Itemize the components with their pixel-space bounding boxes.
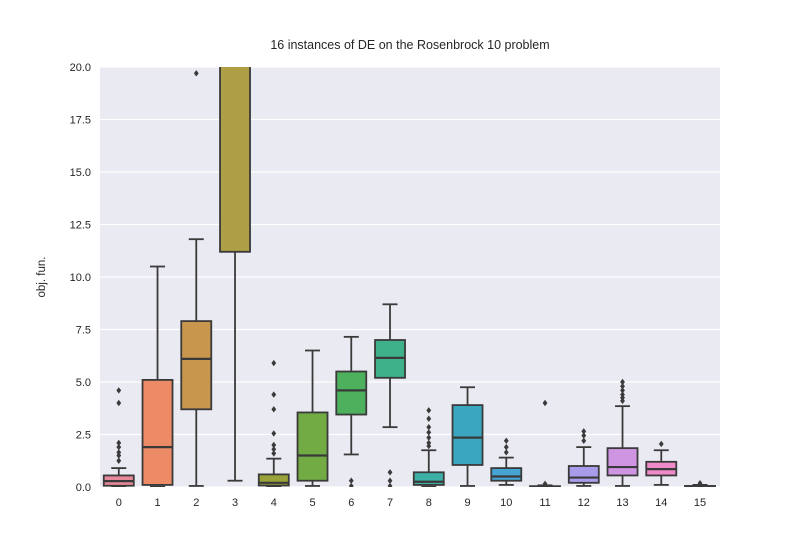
outlier-marker: [116, 457, 122, 464]
x-tick-label-3: 3: [232, 497, 238, 509]
outlier-marker: [581, 437, 587, 444]
outlier-marker: [581, 428, 587, 435]
box-group-3: [219, 67, 251, 482]
y-tick-label-7.5: 7.5: [76, 325, 91, 337]
box-group-13: [606, 378, 639, 487]
x-tick-label-10: 10: [500, 497, 512, 509]
chart-title: 16 instances of DE on the Rosenbrock 10 …: [270, 38, 550, 52]
outlier-marker: [348, 477, 354, 484]
outlier-marker: [426, 439, 432, 447]
x-tick-label-6: 6: [348, 497, 354, 509]
outlier-marker: [620, 383, 625, 390]
iqr-box: [257, 473, 290, 487]
box-group-12: [567, 428, 600, 487]
box-group-14: [645, 440, 678, 486]
outlier-marker: [658, 440, 664, 448]
outlier-marker: [387, 477, 393, 484]
outlier-marker: [271, 441, 277, 449]
x-tick-label-4: 4: [271, 497, 277, 509]
box-group-1: [141, 265, 174, 487]
outlier-marker: [697, 480, 703, 487]
box-group-5: [296, 349, 329, 487]
outlier-marker: [542, 399, 548, 407]
outlier-marker: [426, 434, 432, 441]
outlier-marker: [116, 443, 122, 451]
outlier-marker: [271, 430, 277, 437]
iqr-box: [412, 471, 445, 486]
y-axis-label: obj. fun.: [36, 256, 48, 298]
y-tick-labels: 0.0 2.5 5.0 7.5 10.0 12.5 15.0 17.5 20.0: [70, 62, 91, 494]
box-group-8: [412, 407, 445, 487]
iqr-box: [606, 447, 639, 477]
iqr-box: [567, 465, 600, 484]
outlier-marker: [503, 443, 509, 451]
x-tick-label-7: 7: [387, 497, 393, 509]
outlier-marker: [116, 449, 122, 456]
outlier-marker: [271, 450, 277, 457]
x-tick-label-2: 2: [193, 497, 199, 509]
box-group-0: [102, 387, 135, 487]
box-group-9: [451, 386, 484, 487]
y-tick-label-10.0: 10.0: [70, 272, 91, 284]
outlier-marker: [503, 437, 509, 444]
box-group-2: [180, 70, 213, 487]
x-tick-label-13: 13: [616, 497, 628, 509]
box-group-6: [335, 335, 368, 487]
y-tick-label-5.0: 5.0: [76, 377, 91, 389]
y-tick-label-17.5: 17.5: [70, 115, 91, 127]
iqr-box: [490, 467, 523, 482]
outlier-marker: [348, 482, 354, 487]
x-tick-label-12: 12: [578, 497, 590, 509]
outlier-marker: [426, 429, 432, 436]
outlier-marker: [193, 70, 199, 77]
outlier-marker: [271, 406, 277, 413]
iqr-box: [335, 370, 368, 416]
x-tick-label-5: 5: [309, 497, 315, 509]
iqr-box: [219, 67, 251, 253]
outlier-marker: [116, 387, 122, 394]
iqr-box: [141, 378, 174, 486]
outlier-marker: [620, 387, 625, 394]
outlier-marker: [387, 482, 393, 487]
outlier-marker: [620, 378, 625, 386]
x-tick-label-1: 1: [154, 497, 160, 509]
iqr-box: [180, 320, 213, 411]
y-tick-label-15.0: 15.0: [70, 167, 91, 179]
x-tick-label-14: 14: [655, 497, 667, 509]
x-tick-label-15: 15: [694, 497, 706, 509]
outlier-marker: [503, 449, 509, 456]
outlier-marker: [116, 439, 122, 447]
boxes-layer: [102, 67, 716, 487]
outlier-marker: [426, 407, 432, 414]
y-tick-label-2.5: 2.5: [76, 430, 91, 442]
outlier-marker: [116, 399, 122, 407]
x-tick-label-0: 0: [116, 497, 122, 509]
box-group-11: [529, 399, 561, 487]
box-group-4: [257, 359, 290, 487]
y-tick-label-20.0: 20.0: [70, 62, 91, 74]
iqr-box: [296, 411, 329, 482]
y-tick-label-0.0: 0.0: [76, 482, 91, 494]
x-tick-labels: 0 1 2 3 4 5 6 7 8 9 10 11 12 13 14 15: [116, 497, 706, 509]
x-tick-label-9: 9: [464, 497, 470, 509]
box-group-7: [374, 303, 406, 487]
outlier-marker: [387, 469, 393, 476]
box-group-10: [490, 437, 523, 486]
box-group-15: [684, 480, 716, 487]
outlier-marker: [271, 391, 277, 398]
outlier-marker: [271, 359, 277, 367]
outlier-marker: [426, 423, 432, 431]
x-tick-label-11: 11: [539, 497, 550, 509]
iqr-box: [451, 404, 484, 466]
outlier-marker: [581, 432, 587, 439]
outlier-marker: [620, 391, 625, 398]
x-tick-label-8: 8: [426, 497, 432, 509]
outlier-marker: [426, 415, 432, 422]
outlier-marker: [542, 480, 548, 487]
y-tick-label-12.5: 12.5: [70, 220, 91, 232]
outlier-marker: [271, 446, 277, 453]
